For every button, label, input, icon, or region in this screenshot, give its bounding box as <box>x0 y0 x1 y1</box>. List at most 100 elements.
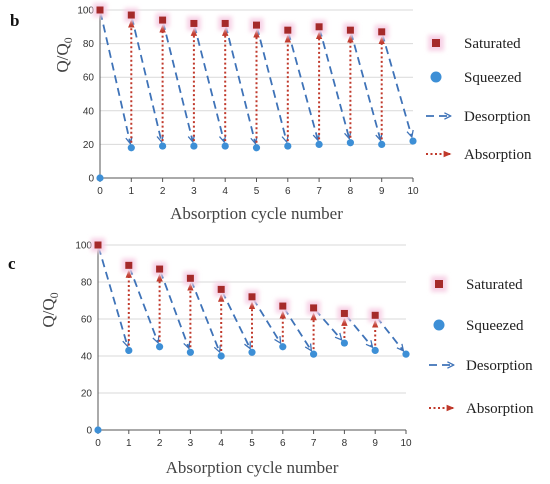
saturated-point <box>217 285 225 293</box>
saturated-point <box>94 241 102 249</box>
saturated-point <box>159 16 167 24</box>
saturated-point <box>190 19 198 27</box>
legend-label: Absorption <box>466 401 534 417</box>
squeezed-point <box>156 343 164 351</box>
desorption-arrow <box>318 28 349 138</box>
x-tick-label: 9 <box>379 186 385 197</box>
squeezed-point <box>310 350 318 358</box>
x-tick-label: 4 <box>222 186 228 197</box>
x-tick-label: 9 <box>372 438 378 449</box>
y-tick-label: 0 <box>88 174 94 185</box>
desorption-arrow <box>97 246 128 346</box>
saturated-point <box>127 11 135 19</box>
saturated-point <box>125 261 133 269</box>
squeezed-point <box>190 142 198 150</box>
squeezed-point <box>127 144 135 152</box>
x-tick-label: 2 <box>157 438 163 449</box>
panel-letter: b <box>10 11 19 30</box>
squeezed-point <box>186 348 194 356</box>
x-axis-title: Absorption cycle number <box>170 204 343 223</box>
squeezed-point <box>371 346 379 355</box>
squeezed-point <box>94 426 102 434</box>
saturated-point <box>340 309 348 317</box>
y-tick-label: 60 <box>81 315 93 326</box>
desorption-arrow <box>283 307 311 350</box>
legend-label: Squeezed <box>466 318 524 334</box>
x-tick-label: 7 <box>311 438 317 449</box>
squeezed-point <box>378 140 386 148</box>
x-tick-label: 8 <box>342 438 348 449</box>
y-tick-label: 80 <box>81 278 93 289</box>
y-axis-title-subscript: 0 <box>61 37 75 43</box>
y-axis-title-subscript: 0 <box>47 292 61 298</box>
y-axis-title: Q/Q0 <box>53 37 75 72</box>
legend: Saturated Squeezed Desorption Absorption <box>426 35 532 163</box>
squeezed-point <box>125 346 133 355</box>
saturated-point <box>186 274 194 282</box>
saturated-point <box>248 293 256 301</box>
x-tick-label: 6 <box>285 186 291 197</box>
desorption-arrow <box>193 25 224 141</box>
x-tick-label: 3 <box>191 186 197 197</box>
squeezed-point <box>252 144 261 152</box>
squeezed-point <box>315 140 323 148</box>
squeezed-point <box>248 348 256 356</box>
x-tick-label: 5 <box>254 186 260 197</box>
x-tick-label: 6 <box>280 438 286 449</box>
legend-saturated-marker <box>435 280 443 288</box>
x-tick-label: 10 <box>407 186 419 197</box>
y-tick-label: 100 <box>77 6 94 17</box>
chart-panel-c: c 0 20 40 60 80 100 0 1 2 3 4 5 6 7 8 9 10 Absorption cycl… <box>8 238 534 477</box>
legend: Saturated Squeezed Desorption Absorption <box>429 276 534 417</box>
y-tick-label: 100 <box>75 241 92 252</box>
legend-squeezed-marker <box>433 319 445 331</box>
saturated-point <box>221 19 229 27</box>
saturated-point <box>253 21 260 29</box>
x-tick-label: 4 <box>218 438 224 449</box>
y-axis-title-main: Q/Q <box>53 43 72 72</box>
legend-label: Desorption <box>464 109 531 125</box>
legend-squeezed-marker <box>430 71 442 83</box>
saturated-point <box>315 23 323 31</box>
saturated-point <box>346 26 354 34</box>
desorption-arrow <box>128 266 158 342</box>
legend-label: Saturated <box>464 36 521 52</box>
squeezed-point <box>221 142 229 150</box>
desorption-arrow <box>221 290 250 348</box>
legend-label: Saturated <box>466 277 523 293</box>
legend-label: Squeezed <box>464 70 522 86</box>
y-tick-label: 20 <box>83 140 95 151</box>
x-tick-label: 0 <box>95 438 101 449</box>
desorption-arrow <box>99 11 130 143</box>
panel-letter: c <box>8 254 16 273</box>
y-tick-label: 60 <box>83 73 95 84</box>
saturated-point <box>279 302 287 310</box>
legend-label: Absorption <box>464 147 532 163</box>
x-axis-title: Absorption cycle number <box>166 458 339 477</box>
saturated-point <box>156 265 164 273</box>
x-tick-label: 0 <box>97 186 103 197</box>
y-axis-title: Q/Q0 <box>39 292 61 327</box>
desorption-arrow <box>252 298 280 343</box>
squeezed-point <box>217 352 225 360</box>
squeezed-point <box>409 137 417 145</box>
squeezed-point <box>159 142 167 150</box>
squeezed-point <box>96 174 104 182</box>
squeezed-point <box>346 139 354 147</box>
x-tick-label: 5 <box>249 438 255 449</box>
squeezed-point <box>340 339 348 347</box>
x-tick-label: 8 <box>348 186 354 197</box>
desorption-arrow <box>256 26 287 141</box>
x-tick-label: 10 <box>400 438 412 449</box>
x-tick-label: 2 <box>160 186 166 197</box>
desorption-arrow <box>130 16 162 141</box>
y-tick-label: 20 <box>81 389 93 400</box>
desorption-arrow <box>224 25 256 143</box>
y-tick-label: 40 <box>81 352 93 363</box>
squeezed-point <box>279 343 287 351</box>
squeezed-point <box>284 142 292 150</box>
legend-saturated-marker <box>432 39 440 47</box>
desorption-arrow <box>159 270 188 348</box>
y-tick-label: 0 <box>86 426 92 437</box>
